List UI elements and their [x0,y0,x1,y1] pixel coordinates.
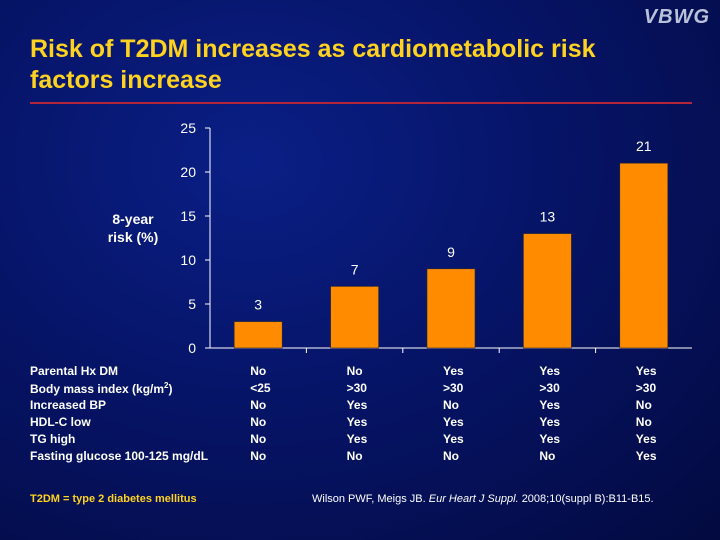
slide-title: Risk of T2DM increases as cardiometaboli… [30,35,596,94]
factor-row: Fasting glucose 100-125 mg/dL No No No No Yes [30,449,690,466]
bar-data-label: 21 [636,138,652,154]
factor-value: Yes [539,432,561,446]
factor-value: No [635,398,652,412]
y-tick-label: 20 [180,164,196,180]
factor-value: No [346,364,363,378]
factor-value: >30 [635,381,657,395]
citation-details: 2008;10(suppl B):B11-B15. [521,493,654,505]
factor-value: Yes [539,364,561,378]
factor-value: Yes [443,364,464,378]
factor-row: TG high No Yes Yes Yes Yes [30,432,690,449]
factor-value: Yes [635,432,657,446]
factor-value: >30 [346,381,367,395]
bar [330,286,379,349]
y-tick-label: 15 [180,208,196,224]
factor-value: Yes [346,432,368,446]
factor-row: Increased BP No Yes No Yes No [30,398,690,415]
title-divider [30,102,692,104]
vbwg-logo: VBWG [643,6,710,28]
factor-value: No [635,415,652,429]
factor-value: No [539,449,556,463]
factor-value: <25 [250,381,271,395]
bar [233,321,283,349]
factor-value: Yes [635,364,657,378]
factor-label: Parental Hx DM [30,364,119,378]
factor-value: No [443,398,459,412]
y-tick-label: 5 [188,296,196,312]
bar-data-label: 13 [540,209,556,225]
factor-value: Yes [539,398,561,412]
factor-label: Body mass index (kg/m2) [30,381,173,396]
factor-value: No [250,449,267,463]
factor-value: >30 [443,381,464,395]
factor-value: Yes [346,415,368,429]
bar-data-label: 9 [447,244,455,260]
factor-row: Body mass index (kg/m2) <25 >30 >30 >30 >30 [30,381,690,398]
factor-value: Yes [443,415,464,429]
y-axis-label-line1: 8-year [112,211,154,227]
bar-data-label: 3 [254,297,262,313]
y-tick-label: 25 [180,120,196,136]
y-axis-label: 8-year risk (%) [96,210,170,246]
factor-value: No [250,398,267,412]
factor-label: HDL-C low [30,415,91,429]
y-tick-label: 10 [180,252,196,268]
factor-label: Increased BP [30,398,107,412]
abbreviation-footnote: T2DM = type 2 diabetes mellitus [30,493,197,505]
factor-value: Yes [346,398,368,412]
y-tick-label: 0 [188,340,196,356]
factor-label: TG high [30,432,76,446]
bar [426,268,476,349]
factor-row: Parental Hx DM No No Yes Yes Yes [30,364,690,381]
bar [523,233,572,349]
factor-value: Yes [539,415,561,429]
citation: Wilson PWF, Meigs JB. Eur Heart J Suppl.… [312,493,654,505]
factor-value: No [346,449,363,463]
factor-value: No [250,364,267,378]
citation-journal: Eur Heart J Suppl. [428,493,519,505]
factor-value: >30 [539,381,560,395]
factor-value: No [250,432,267,446]
factor-value: No [443,449,459,463]
bar-data-label: 7 [351,261,359,277]
y-axis-label-line2: risk (%) [107,229,159,245]
factor-value: Yes [635,449,657,463]
bar [619,162,669,349]
factor-label-superscript: 2 [164,381,169,390]
factor-label: Fasting glucose 100-125 mg/dL [30,449,209,463]
factor-row: HDL-C low No Yes Yes Yes No [30,415,690,432]
factor-value: Yes [443,432,464,446]
citation-authors: Wilson PWF, Meigs JB. [312,493,426,505]
factor-value: No [250,415,267,429]
